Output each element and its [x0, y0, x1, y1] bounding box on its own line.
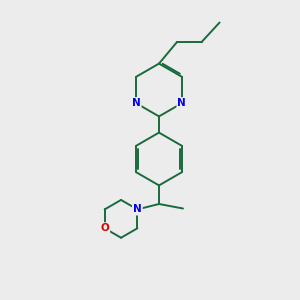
Text: O: O: [100, 223, 109, 233]
Text: N: N: [133, 204, 142, 214]
Text: N: N: [178, 98, 186, 108]
Text: N: N: [132, 98, 140, 108]
